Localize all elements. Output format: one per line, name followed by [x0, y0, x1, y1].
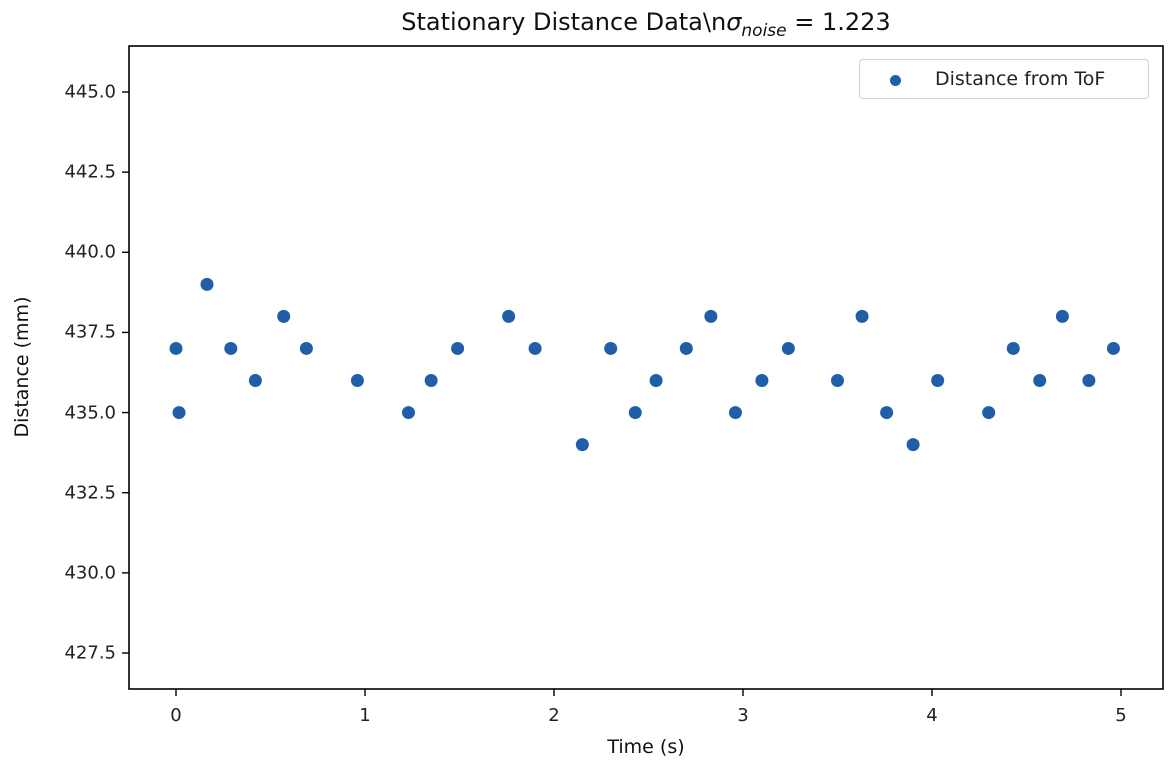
data-point [649, 374, 663, 388]
data-point [728, 406, 742, 420]
x-tick-label: 4 [926, 705, 938, 726]
y-tick-label: 432.5 [64, 482, 116, 504]
y-tick-label: 427.5 [64, 642, 116, 664]
data-point [502, 309, 516, 323]
data-point [1082, 374, 1096, 388]
data-point [982, 406, 996, 420]
data-point [424, 374, 438, 388]
data-point [169, 341, 183, 355]
data-point [1006, 341, 1020, 355]
y-tick-label: 440.0 [64, 241, 116, 263]
x-tick-label: 1 [359, 705, 371, 726]
data-point [931, 374, 945, 388]
y-tick-label: 445.0 [64, 81, 116, 103]
data-point [628, 406, 642, 420]
data-point [172, 406, 186, 420]
data-point [781, 341, 795, 355]
data-point [831, 374, 844, 388]
x-axis-label: Time (s) [607, 736, 685, 758]
chart-title: Stationary Distance Data\nσnoise = 1.223 [401, 8, 891, 41]
y-axis-label: Distance (mm) [11, 296, 33, 438]
legend-marker-icon [890, 75, 901, 86]
x-tick-label: 2 [548, 705, 560, 726]
data-point [401, 406, 415, 420]
y-tick-label: 437.5 [64, 321, 116, 343]
data-point [224, 341, 238, 355]
data-point [1106, 341, 1120, 355]
data-point [679, 341, 693, 355]
scatter-points [169, 277, 1120, 452]
data-point [350, 374, 364, 388]
data-point [451, 341, 465, 355]
axis-ticks [122, 91, 1122, 696]
data-point [528, 341, 542, 355]
legend: Distance from ToF [859, 59, 1149, 99]
data-point [1055, 309, 1069, 323]
data-point [1033, 374, 1047, 388]
data-point [906, 438, 920, 452]
data-point [880, 406, 894, 420]
data-point [277, 309, 291, 323]
x-tick-label: 5 [1115, 705, 1127, 726]
data-point [704, 309, 718, 323]
data-point [755, 374, 769, 388]
data-point [604, 341, 618, 355]
legend-label: Distance from ToF [935, 68, 1106, 90]
axes-frame [128, 45, 1164, 690]
data-point [200, 277, 214, 291]
y-tick-label: 435.0 [64, 402, 116, 424]
data-point [299, 341, 313, 355]
data-point [575, 438, 589, 452]
x-tick-label: 3 [737, 705, 749, 726]
x-tick-label: 0 [170, 705, 182, 726]
y-tick-label: 442.5 [64, 161, 116, 183]
data-point [855, 309, 869, 323]
data-point [248, 374, 262, 388]
y-tick-label: 430.0 [64, 562, 116, 584]
